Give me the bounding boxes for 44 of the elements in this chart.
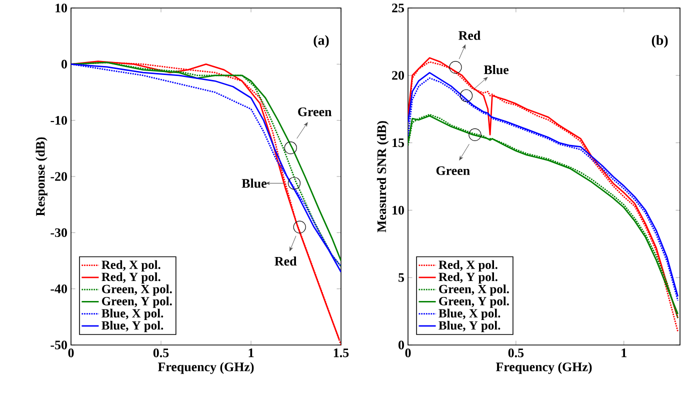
annotation: Red — [458, 30, 481, 40]
x-tick-label: 1 — [248, 348, 254, 358]
annotation: (a) — [314, 35, 329, 48]
legend-label: Green, X pol. — [102, 284, 172, 296]
legend-label: Green, Y pol. — [102, 296, 172, 308]
legend-label: Blue, Y pol. — [102, 320, 164, 332]
legend-label: Blue, Y pol. — [438, 320, 500, 332]
y-tick-label: -10 — [50, 116, 67, 125]
legend-label: Red, Y pol. — [102, 272, 160, 284]
y-tick-label: 15 — [392, 138, 404, 148]
x-axis-title: Frequency (GHz) — [496, 362, 592, 374]
x-tick-label: 0 — [68, 348, 74, 358]
annotation: Green — [298, 108, 332, 116]
y-tick-label: -30 — [50, 228, 67, 238]
y-axis-title: Measured SNR (dB) — [376, 121, 389, 232]
legend-label: Red, X pol. — [438, 260, 498, 272]
x-tick-label: 1 — [622, 348, 626, 358]
legend-label: Red, Y pol. — [438, 272, 498, 284]
y-tick-label: -20 — [50, 172, 67, 181]
y-tick-label: 0 — [398, 340, 404, 350]
y-tick-label: -40 — [50, 284, 67, 294]
annotation: Blue — [242, 178, 266, 188]
annotation: Green — [436, 166, 470, 176]
legend-label: Green, X pol. — [439, 284, 509, 296]
y-tick-label: -50 — [50, 340, 67, 350]
x-tick-label: 1.5 — [334, 348, 349, 358]
x-tick-label: 0 — [405, 348, 411, 358]
y-axis-title: Response (dB) — [36, 137, 48, 216]
y-tick-label: 0 — [62, 60, 67, 69]
x-tick-label: 0.5 — [508, 348, 524, 358]
y-tick-label: 10 — [56, 4, 67, 12]
legend-label: Red, X pol. — [102, 260, 160, 272]
annotation: Red — [274, 256, 297, 266]
y-tick-label: 10 — [392, 206, 404, 215]
legend-label: Blue, X pol. — [102, 308, 164, 320]
y-tick-label: 5 — [398, 273, 404, 282]
y-tick-label: 20 — [392, 71, 404, 80]
x-tick-label: 0.5 — [153, 348, 169, 358]
x-axis-title: Frequency (GHz) — [158, 362, 254, 374]
annotation: Blue — [484, 65, 509, 74]
annotation: (b) — [652, 35, 668, 48]
y-tick-label: 25 — [392, 4, 404, 12]
legend-label: Green, Y pol. — [439, 296, 509, 308]
legend-label: Blue, X pol. — [438, 308, 500, 320]
